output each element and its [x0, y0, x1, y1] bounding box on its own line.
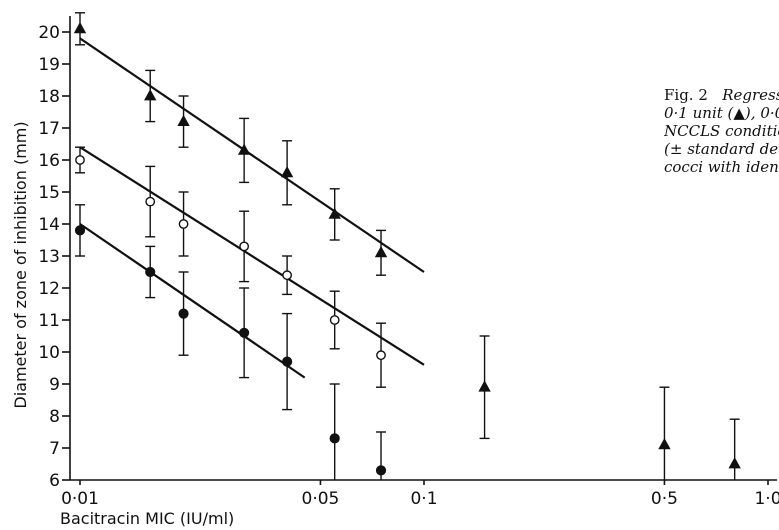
- y-axis-title: Diameter of zone of inhibition (mm): [11, 121, 30, 408]
- x-tick-label: 1·0: [754, 489, 779, 509]
- y-tick-label-7: 7: [49, 439, 60, 459]
- triangle-point: [177, 114, 190, 126]
- y-tick-label-15: 15: [38, 183, 60, 203]
- regression-line: [79, 146, 425, 366]
- figure-caption: Fig. 2 Regression lin 0·1 unit (▲), 0·04…: [664, 86, 779, 176]
- regression-line: [79, 37, 425, 273]
- y-tick-label-10: 10: [38, 343, 60, 363]
- open-circle-point: [75, 155, 85, 165]
- open-circle-point: [178, 219, 189, 229]
- x-axis-title: Bacitracin MIC (IU/ml): [60, 509, 234, 528]
- triangle-point: [237, 143, 251, 155]
- caption-figure-label: Fig. 2: [664, 86, 708, 104]
- triangle-point: [728, 457, 741, 469]
- caption-line-5: cocci with identical MI: [664, 158, 779, 176]
- x-tick-label: 0·1: [410, 489, 437, 509]
- y-tick-label-8: 8: [49, 407, 60, 427]
- y-tick-label-19: 19: [38, 55, 60, 75]
- y-tick-label-20: 20: [38, 23, 60, 43]
- triangle-point: [658, 437, 671, 450]
- regression-line: [79, 223, 306, 379]
- filled-circle-point: [375, 465, 387, 476]
- triangle-point: [144, 89, 157, 101]
- open-circle-point: [376, 350, 386, 361]
- triangle-point: [73, 21, 87, 34]
- regression-lines: [79, 37, 425, 379]
- caption-line-4: (± standard deviation): [664, 140, 779, 158]
- y-tick-label-12: 12: [38, 279, 60, 299]
- triangle-point: [478, 380, 491, 392]
- open-circle-point: [239, 241, 250, 252]
- x-tick-label: 0·5: [651, 489, 678, 509]
- open-circle-point: [329, 315, 340, 325]
- triangle-point: [374, 245, 388, 258]
- filled-circle-point: [239, 327, 250, 338]
- y-tick-label-18: 18: [38, 87, 60, 107]
- y-tick-label-16: 16: [38, 151, 60, 171]
- triangle-point: [280, 165, 294, 178]
- triangle-point: [328, 207, 341, 219]
- y-tick-label-11: 11: [38, 311, 60, 331]
- error-bars: [75, 12, 740, 480]
- axes: [62, 16, 777, 485]
- open-circle-point: [282, 270, 293, 281]
- filled-circle-point: [145, 266, 156, 278]
- filled-circle-point: [282, 356, 293, 367]
- y-tick-label-14: 14: [38, 215, 60, 235]
- filled-circle-point: [74, 225, 86, 236]
- y-tick-label-17: 17: [38, 119, 60, 139]
- caption-line-2: 0·1 unit (▲), 0·04 unit (: [664, 104, 779, 122]
- y-tick-label-6: 6: [49, 471, 60, 491]
- y-tick-label-9: 9: [49, 375, 60, 395]
- x-tick-label: 0·05: [302, 489, 340, 509]
- data-points: [73, 21, 741, 476]
- tick-labels: 6 7 8 9 10 11 12 13 14 15 16 17 18 19 20 0·01 0·05 0·1 0·5…: [38, 23, 779, 509]
- open-circle-point: [145, 196, 156, 207]
- filled-circle-point: [178, 308, 189, 319]
- caption-line-1: Regression lin: [722, 86, 779, 104]
- x-tick-label: 0·01: [61, 489, 99, 509]
- filled-circle-point: [329, 433, 340, 444]
- y-tick-label-13: 13: [38, 247, 60, 267]
- caption-line-3: NCCLS conditions. Ea: [664, 122, 779, 140]
